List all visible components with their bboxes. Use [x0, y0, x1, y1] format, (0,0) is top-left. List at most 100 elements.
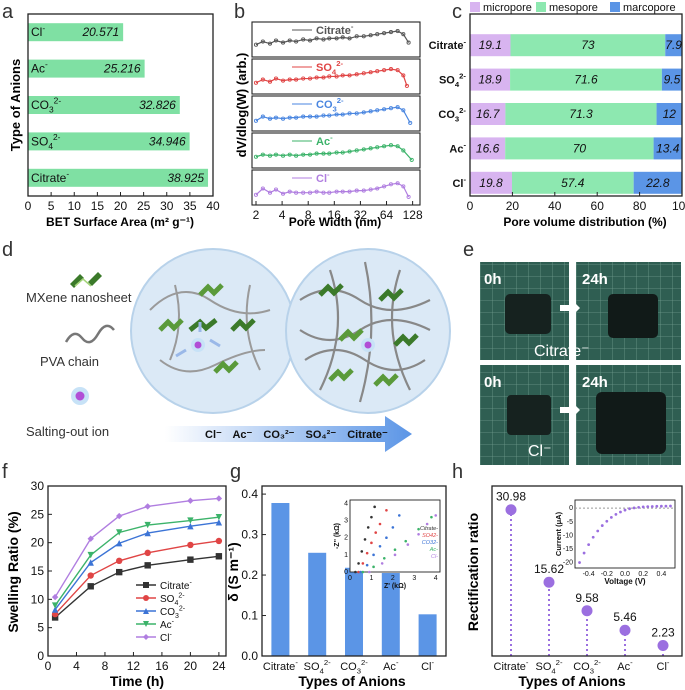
panel-c-bar-segment [470, 103, 506, 125]
panel-g-category-label-sup: - [295, 658, 298, 667]
panel-f-legend-label-sup: 2- [178, 593, 185, 600]
panel-b-point [354, 72, 359, 77]
panel-g-inset-x-tick-label: 1 [369, 575, 373, 582]
panel-g-inset-legend-label: Ac- [429, 547, 438, 553]
panel-b-point [301, 76, 306, 81]
panel-h-category-label: CO32- [573, 658, 601, 675]
panel-b-point [382, 107, 387, 112]
panel-g-inset-point [361, 570, 365, 574]
panel-f-point [215, 513, 223, 521]
panel-b-point [334, 36, 339, 41]
panel-h-inset-point [659, 504, 663, 508]
arrow-top-icon [560, 300, 580, 316]
panel-b-point [382, 31, 387, 36]
panel-f-ticks: 0 4 8 12 16 20 24 0 5 10 15 20 25 30 [31, 479, 226, 673]
panel-c-x-tick-label: 40 [548, 199, 562, 213]
panel-a-x-tick-label: 15 [91, 199, 105, 213]
panel-g-category-label-base: Cl [421, 661, 431, 673]
panel-a-x-tick-label: 0 [25, 199, 32, 213]
panel-g-inset-point [357, 562, 360, 565]
panel-f-legend: Citrate-SO42-CO32-Ac-Cl- [136, 580, 192, 644]
legend-mxene-label: MXene nanosheet [26, 290, 132, 305]
panel-h-inset-y-tick-label: 0 [569, 505, 573, 512]
panel-f-y-tick-label: 20 [31, 536, 45, 550]
panel-b-point [307, 76, 313, 81]
panel-c-segment-label: 16.6 [476, 141, 500, 155]
panel-f-point [116, 529, 123, 536]
panel-g-inset-legend-label: Cl- [431, 554, 438, 560]
panel-f-point [215, 537, 223, 545]
panel-b-point [388, 67, 394, 72]
panel-h-inset-point [600, 524, 604, 527]
panel-f-point [215, 495, 223, 502]
panel-f-x-tick-label: 8 [102, 659, 109, 673]
panel-f-y-axis-label: Swelling Ratio (%) [5, 511, 21, 632]
panel-h-inset-point [609, 516, 613, 519]
panel-c-segment-label: 9.5 [664, 73, 681, 87]
panel-b-point [321, 75, 326, 80]
panel-b-series-label-base: Ac [316, 136, 330, 148]
panel-f-point [116, 557, 123, 564]
panel-g-y-tick-label: 0.1 [241, 609, 258, 623]
hydrogel-citrate-0h [505, 294, 551, 334]
panel-a-value-label: 38.925 [167, 171, 204, 185]
panel-g-inset-point [359, 570, 363, 574]
panel-h-inset-y-tick-label: -20 [563, 560, 573, 567]
panel-c-category-label: Ac- [449, 140, 466, 155]
panel-b-point [260, 39, 265, 44]
panel-b-point [334, 112, 339, 117]
panel-b-point [388, 182, 394, 187]
panel-b-point [354, 111, 359, 116]
panel-g-inset-y-tick-label: 0 [344, 569, 348, 576]
panel-g-inset-legend-label: Citrate- [420, 526, 438, 532]
panel-h-category-label-sup: - [526, 658, 529, 667]
panel-g-inset-point [425, 522, 429, 526]
panel-f-point [187, 517, 194, 524]
panel-b-point [388, 30, 394, 35]
panel-b-point [294, 39, 299, 44]
panel-b-point [301, 114, 306, 119]
panel-f-point [187, 523, 194, 530]
panel-h-y-axis-label: Rectification ratio [465, 513, 481, 631]
panel-c-legend-swatch [610, 2, 620, 12]
panel-b-x-tick-label: 32 [354, 208, 368, 222]
panel-b-series-label-sup: 2- [337, 96, 344, 105]
panel-b-point [280, 40, 286, 45]
panel-g-inset-point [385, 508, 388, 512]
panel-h-inset-y-tick-label: -10 [563, 532, 573, 539]
panel-b-point [375, 108, 380, 113]
panel-c-legend-swatch [536, 2, 546, 12]
panel-b-series-label-sup: - [327, 170, 330, 179]
panel-f-x-tick-label: 20 [184, 659, 198, 673]
legend-pva-label: PVA chain [40, 354, 99, 369]
panel-b-series-label: Ac- [316, 133, 333, 148]
panel-a: 20.571Cl-25.216Ac-32.826CO32-34.946SO42-… [8, 13, 220, 229]
panel-f-frame [47, 485, 227, 657]
panel-g-y-tick-label: 0.3 [241, 528, 258, 542]
salting-out-ion-core [75, 391, 85, 401]
panel-b-point [321, 190, 326, 195]
panel-h-value-label: 9.58 [575, 591, 599, 605]
panel-c-segment-label: 12 [663, 107, 677, 121]
panel-b-point [280, 153, 286, 158]
panel-f-point [87, 559, 94, 566]
panel-h-category-label-sup: 2- [556, 658, 563, 667]
panel-h-category-label-sup: - [630, 658, 633, 667]
panel-g-category-label-sup: 2- [324, 658, 331, 667]
arrow-anion-so4: SO₄²⁻ [306, 429, 337, 441]
panel-b-point [354, 34, 359, 39]
panel-g: Citrate- SO42- CO32- Ac- Cl- 0.00.10.20.30.4… [225, 485, 447, 689]
panel-g-inset-point [406, 543, 410, 546]
panel-b-point [395, 181, 400, 186]
panel-b-point [260, 186, 265, 191]
panel-f-point [144, 562, 151, 569]
panel-c-segment-label: 71.6 [574, 73, 598, 87]
panel-b-series-label-sup: 2- [336, 59, 343, 68]
panel-g-bar [345, 567, 363, 656]
panel-b-point [314, 189, 319, 194]
panel-h-inset-point [646, 505, 650, 509]
panel-f-point [87, 583, 94, 590]
panel-h-inset-point [623, 508, 627, 512]
panel-f-point [215, 553, 223, 560]
